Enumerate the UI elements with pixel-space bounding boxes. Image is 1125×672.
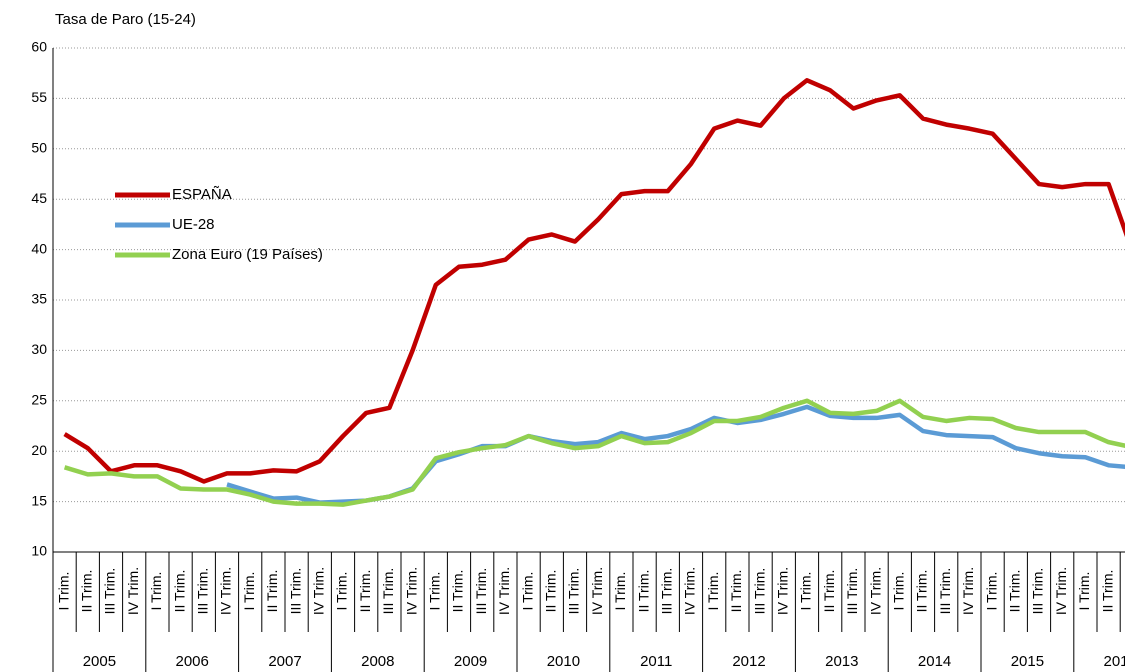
x-tick-label: III Trim. xyxy=(751,568,767,615)
year-label: 2008 xyxy=(361,653,394,670)
x-tick-label: IV Trim. xyxy=(1053,567,1069,615)
x-tick-label: I Trim. xyxy=(798,572,814,611)
x-tick-label: IV Trim. xyxy=(311,567,327,615)
year-label: 2005 xyxy=(83,653,116,670)
x-tick-label: I Trim. xyxy=(241,572,257,611)
x-tick-label: I Trim. xyxy=(983,572,999,611)
x-tick-label: I Trim. xyxy=(1076,572,1092,611)
year-label: 2014 xyxy=(918,653,951,670)
series-line xyxy=(63,398,1125,507)
year-label: 2007 xyxy=(268,653,301,670)
x-tick-label: IV Trim. xyxy=(403,567,419,615)
y-tick-label: 55 xyxy=(31,89,47,105)
year-label: 2009 xyxy=(454,653,487,670)
year-label: 2006 xyxy=(176,653,209,670)
y-tick-label: 25 xyxy=(31,392,47,408)
x-tick-label: I Trim. xyxy=(427,572,443,611)
series-line xyxy=(63,78,1125,484)
x-tick-label: III Trim. xyxy=(937,568,953,615)
x-tick-label: II Trim. xyxy=(264,570,280,613)
x-tick-label: II Trim. xyxy=(821,570,837,613)
x-tick-label: IV Trim. xyxy=(589,567,605,615)
x-tick-label: III Trim. xyxy=(102,568,118,615)
y-tick-label: 40 xyxy=(31,240,47,256)
x-tick-label: III Trim. xyxy=(195,568,211,615)
x-tick-label: IV Trim. xyxy=(960,567,976,615)
x-tick-label: II Trim. xyxy=(1099,570,1115,613)
x-tick-label: II Trim. xyxy=(450,570,466,613)
y-tick-label: 45 xyxy=(31,190,47,206)
x-tick-label: II Trim. xyxy=(357,570,373,613)
y-tick-label: 30 xyxy=(31,341,47,357)
y-tick-label: 60 xyxy=(31,39,47,55)
x-tick-label: II Trim. xyxy=(79,570,95,613)
x-tick-label: II Trim. xyxy=(914,570,930,613)
year-label: 2016 xyxy=(1104,653,1125,670)
year-label: 2013 xyxy=(825,653,858,670)
x-tick-label: I Trim. xyxy=(148,572,164,611)
y-tick-label: 35 xyxy=(31,291,47,307)
y-tick-label: 50 xyxy=(31,140,47,156)
x-tick-label: I Trim. xyxy=(55,572,71,611)
y-tick-label: 15 xyxy=(31,492,47,508)
year-label: 2012 xyxy=(732,653,765,670)
x-tick-label: II Trim. xyxy=(171,570,187,613)
x-tick-label: III Trim. xyxy=(659,568,675,615)
x-tick-label: II Trim. xyxy=(1007,570,1023,613)
x-tick-label: IV Trim. xyxy=(682,567,698,615)
y-tick-label: 10 xyxy=(31,543,47,559)
x-tick-label: III Trim. xyxy=(844,568,860,615)
x-tick-label: IV Trim. xyxy=(775,567,791,615)
series-line xyxy=(226,404,1125,505)
year-label: 2015 xyxy=(1011,653,1044,670)
x-tick-label: IV Trim. xyxy=(218,567,234,615)
year-label: 2011 xyxy=(640,653,672,670)
chart-title: Tasa de Paro (15-24) xyxy=(55,11,196,28)
x-tick-label: III Trim. xyxy=(473,568,489,615)
x-tick-label: II Trim. xyxy=(543,570,559,613)
x-tick-label: III Trim. xyxy=(380,568,396,615)
x-tick-label: I Trim. xyxy=(334,572,350,611)
x-tick-label: I Trim. xyxy=(612,572,628,611)
x-tick-label: I Trim. xyxy=(519,572,535,611)
y-tick-label: 20 xyxy=(31,442,47,458)
x-tick-label: III Trim. xyxy=(1123,568,1125,615)
x-tick-label: II Trim. xyxy=(728,570,744,613)
x-tick-label: III Trim. xyxy=(287,568,303,615)
x-tick-label: I Trim. xyxy=(891,572,907,611)
legend-label: ESPAÑA xyxy=(172,186,232,203)
x-tick-label: II Trim. xyxy=(635,570,651,613)
x-tick-label: III Trim. xyxy=(566,568,582,615)
x-tick-label: IV Trim. xyxy=(125,567,141,615)
x-tick-label: III Trim. xyxy=(1030,568,1046,615)
x-tick-label: I Trim. xyxy=(705,572,721,611)
year-label: 2010 xyxy=(547,653,580,670)
legend-label: UE-28 xyxy=(172,216,215,233)
legend-label: Zona Euro (19 Países) xyxy=(172,246,323,263)
x-tick-label: IV Trim. xyxy=(867,567,883,615)
x-tick-label: IV Trim. xyxy=(496,567,512,615)
